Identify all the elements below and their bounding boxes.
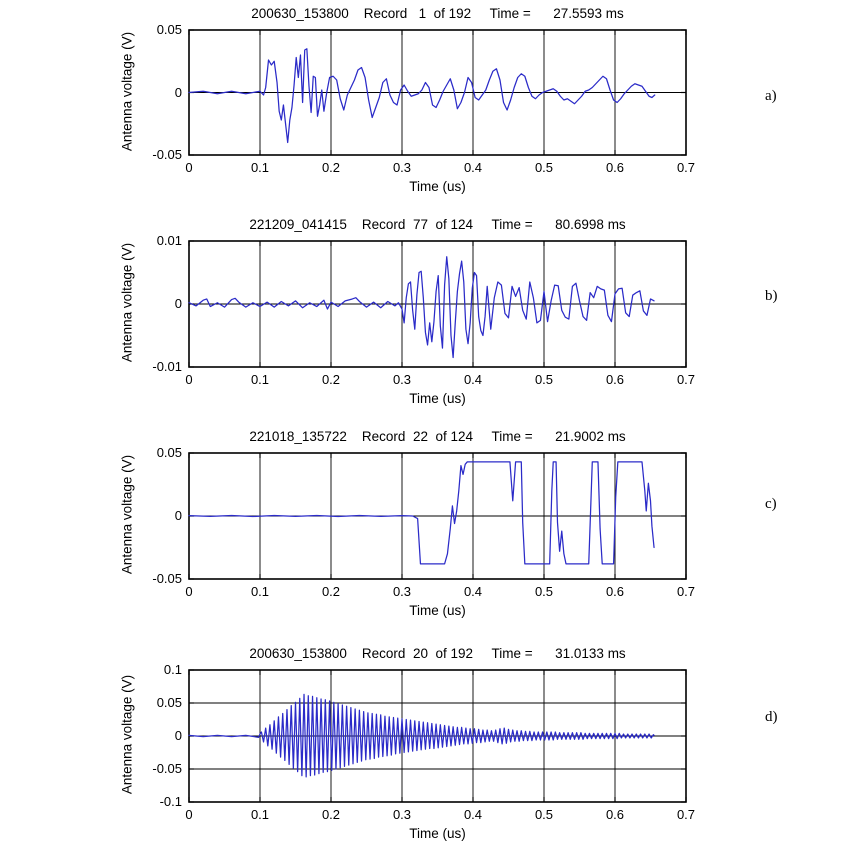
y-tick-label: -0.01 bbox=[152, 359, 182, 374]
x-axis-label: Time (us) bbox=[409, 391, 466, 406]
y-tick-label: -0.05 bbox=[152, 761, 182, 776]
x-tick-label: 0.6 bbox=[605, 160, 625, 175]
plot-area bbox=[188, 240, 687, 368]
x-tick-label: 0.5 bbox=[534, 807, 554, 822]
x-axis-label: Time (us) bbox=[409, 179, 466, 194]
panel-letter: b) bbox=[765, 288, 778, 304]
y-tick-label: 0 bbox=[174, 508, 182, 523]
x-tick-label: 0 bbox=[185, 807, 193, 822]
x-tick-label: 0.4 bbox=[463, 584, 483, 599]
x-tick-label: 0.4 bbox=[463, 160, 483, 175]
x-tick-label: 0.5 bbox=[534, 372, 554, 387]
x-tick-label: 0 bbox=[185, 160, 193, 175]
y-tick-label: -0.05 bbox=[152, 571, 182, 586]
plot-title: 200630_153800 Record 1 of 192 Time = 27.… bbox=[251, 6, 624, 21]
y-tick-label: 0.05 bbox=[156, 695, 182, 710]
y-tick-label: -0.1 bbox=[159, 794, 182, 809]
y-tick-label: 0.01 bbox=[156, 233, 182, 248]
x-tick-label: 0.2 bbox=[321, 807, 341, 822]
waveform-line bbox=[188, 48, 656, 144]
x-tick-label: 0.1 bbox=[250, 584, 270, 599]
x-axis-label: Time (us) bbox=[409, 603, 466, 618]
x-axis-label: Time (us) bbox=[409, 826, 466, 841]
x-tick-label: 0.4 bbox=[463, 372, 483, 387]
x-tick-label: 0.3 bbox=[392, 160, 412, 175]
y-tick-label: 0 bbox=[174, 728, 182, 743]
x-tick-label: 0.7 bbox=[676, 160, 696, 175]
x-tick-label: 0 bbox=[185, 372, 193, 387]
plot-title: 200630_153800 Record 20 of 192 Time = 31… bbox=[249, 646, 626, 661]
x-tick-label: 0.6 bbox=[605, 372, 625, 387]
waveform-line bbox=[188, 461, 655, 565]
x-tick-label: 0.3 bbox=[392, 372, 412, 387]
x-tick-label: 0.7 bbox=[676, 584, 696, 599]
plot-area bbox=[188, 29, 687, 156]
x-tick-label: 0 bbox=[185, 584, 193, 599]
y-tick-label: 0.05 bbox=[156, 445, 182, 460]
panel-letter: a) bbox=[765, 88, 777, 104]
plot-area bbox=[188, 669, 687, 803]
x-tick-label: 0.6 bbox=[605, 807, 625, 822]
x-tick-label: 0.2 bbox=[321, 584, 341, 599]
panel-letter: c) bbox=[765, 496, 777, 512]
x-tick-label: 0.3 bbox=[392, 584, 412, 599]
panel-letter: d) bbox=[765, 709, 778, 725]
x-tick-label: 0.5 bbox=[534, 160, 554, 175]
x-tick-label: 0.1 bbox=[250, 807, 270, 822]
x-tick-label: 0.1 bbox=[250, 372, 270, 387]
axis-frame bbox=[188, 240, 687, 368]
plot-area bbox=[188, 452, 687, 580]
y-tick-label: 0.1 bbox=[163, 662, 182, 677]
x-tick-label: 0.4 bbox=[463, 807, 483, 822]
waveform-line bbox=[188, 256, 655, 359]
plot-title: 221209_041415 Record 77 of 124 Time = 80… bbox=[249, 217, 626, 232]
y-tick-label: 0.05 bbox=[156, 22, 182, 37]
plot-title: 221018_135722 Record 22 of 124 Time = 21… bbox=[249, 429, 626, 444]
x-tick-label: 0.2 bbox=[321, 372, 341, 387]
waveform-line bbox=[188, 693, 655, 778]
x-tick-label: 0.7 bbox=[676, 372, 696, 387]
y-tick-label: 0 bbox=[174, 84, 182, 100]
x-tick-label: 0.3 bbox=[392, 807, 412, 822]
axis-frame bbox=[188, 669, 687, 803]
y-tick-label: -0.05 bbox=[152, 147, 182, 162]
x-tick-label: 0.6 bbox=[605, 584, 625, 599]
y-tick-label: 0 bbox=[174, 296, 182, 311]
x-tick-label: 0.2 bbox=[321, 160, 341, 175]
x-tick-label: 0.5 bbox=[534, 584, 554, 599]
x-tick-label: 0.7 bbox=[676, 807, 696, 822]
x-tick-label: 0.1 bbox=[250, 160, 270, 175]
